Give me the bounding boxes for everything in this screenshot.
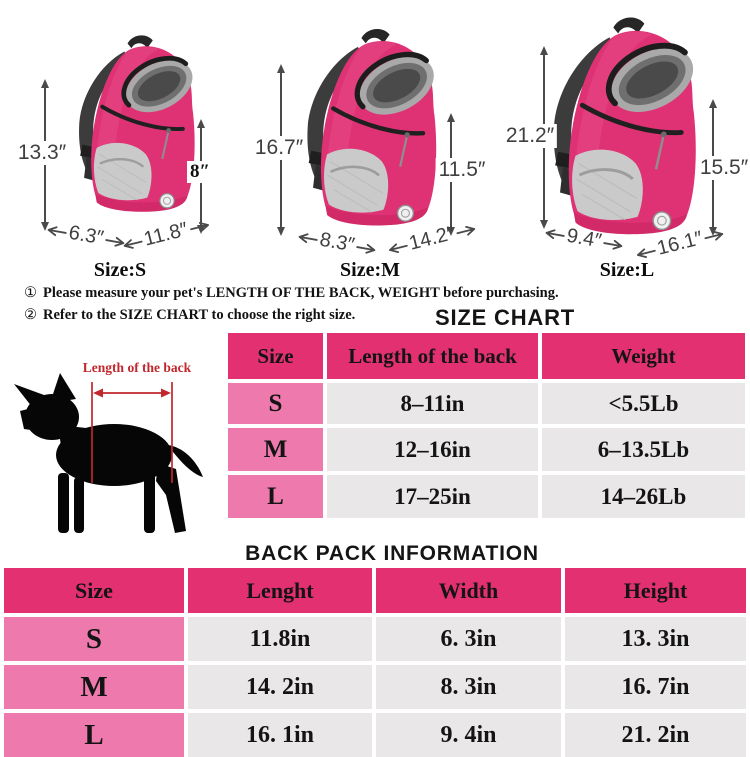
arrow-right-icon [703, 227, 727, 244]
table-cell: 16. 1in [188, 713, 372, 757]
note-2: ② Refer to the SIZE CHART to choose the r… [24, 307, 355, 324]
backpack-info-title: BACK PACK INFORMATION [245, 542, 539, 565]
table-cell: 21. 2in [565, 713, 746, 757]
column-header: Weight [542, 333, 745, 379]
table-cell: 14. 2in [188, 665, 372, 709]
table-cell: 6. 3in [376, 617, 561, 661]
size-chart-title: SIZE CHART [435, 305, 575, 330]
table-cell: 17–25in [327, 475, 538, 518]
table-cell: <5.5Lb [542, 383, 745, 424]
size-cell: M [4, 665, 184, 709]
note-number: ① [24, 285, 37, 301]
front-height-label: 8″ [187, 161, 213, 183]
size-cell: L [4, 713, 184, 757]
table-cell: 6–13.5Lb [542, 428, 745, 471]
table-cell: 11.8in [188, 617, 372, 661]
dog-silhouette [14, 373, 203, 533]
front-height-label: 11.5″ [435, 158, 489, 182]
column-header: Height [565, 568, 746, 613]
column-header: Length of the back [327, 333, 538, 379]
arrow-left-icon [542, 226, 566, 242]
dog-measurement-diagram: Length of the back [0, 345, 225, 543]
table-cell: 12–16in [327, 428, 538, 471]
size-cell: M [228, 428, 323, 471]
column-header: Size [228, 333, 323, 379]
table-cell: 8–11in [327, 383, 538, 424]
backpack-info-table: Size Lenght Width Height S 11.8in 6. 3in… [4, 568, 746, 757]
size-cell: S [228, 383, 323, 424]
note-text: Please measure your pet's LENGTH OF THE … [43, 285, 559, 301]
table-cell: 16. 7in [565, 665, 746, 709]
height-label: 16.7″ [251, 136, 307, 160]
table-cell: 9. 4in [376, 713, 561, 757]
note-1: ① Please measure your pet's LENGTH OF THE… [24, 285, 559, 302]
table-cell: 14–26Lb [542, 475, 745, 518]
size-chart-table: Size Length of the back Weight S 8–11in … [228, 333, 745, 518]
table-cell: 8. 3in [376, 665, 561, 709]
size-cell: L [228, 475, 323, 518]
size-caption: Size:M [340, 259, 400, 281]
size-caption: Size:S [93, 259, 147, 281]
note-text: Refer to the SIZE CHART to choose the ri… [43, 307, 356, 323]
column-header: Width [376, 568, 561, 613]
column-header: Lenght [188, 568, 372, 613]
size-caption: Size:L [599, 259, 655, 281]
column-header: Size [4, 568, 184, 613]
arrow-right-icon [602, 236, 626, 252]
note-number: ② [24, 307, 37, 323]
size-cell: S [4, 617, 184, 661]
height-label: 21.2″ [502, 124, 558, 148]
height-label: 13.3″ [14, 141, 70, 165]
table-cell: 13. 3in [565, 617, 746, 661]
back-length-annotation: Length of the back [82, 360, 192, 375]
front-height-label: 15.5″ [696, 156, 750, 180]
